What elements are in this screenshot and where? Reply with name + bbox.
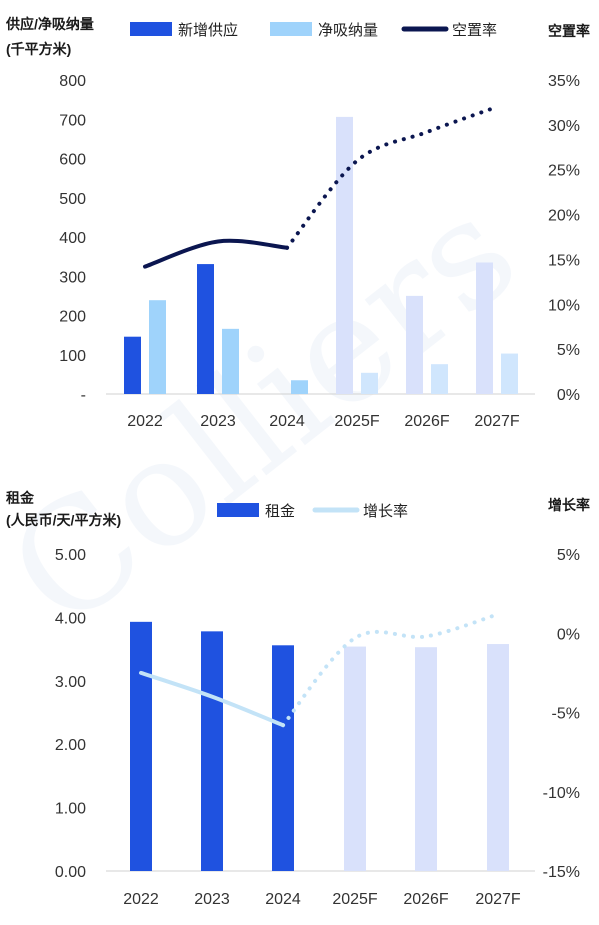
right-tick-label: -10% bbox=[543, 785, 580, 802]
x-tick-label: 2026F bbox=[404, 413, 450, 430]
bar-secondary bbox=[501, 353, 518, 394]
left-tick-label: 100 bbox=[59, 348, 86, 365]
bar-primary bbox=[336, 116, 353, 395]
x-tick-label: 2027F bbox=[475, 891, 521, 908]
series-line-forecast bbox=[285, 104, 499, 250]
right-tick-label: 15% bbox=[548, 252, 580, 269]
left-tick-label: - bbox=[81, 387, 86, 404]
series-line-actual bbox=[143, 238, 289, 269]
x-tick-label: 2024 bbox=[269, 413, 305, 430]
right-tick-label: 35% bbox=[548, 73, 580, 90]
bar-primary bbox=[130, 621, 152, 871]
legend-label: 租金 bbox=[265, 503, 295, 520]
left-tick-label: 300 bbox=[59, 269, 86, 286]
legend-swatch bbox=[130, 22, 172, 36]
left-tick-label: 600 bbox=[59, 152, 86, 169]
left-tick-label: 800 bbox=[59, 73, 86, 90]
bar-secondary bbox=[222, 328, 239, 394]
right-tick-label: 0% bbox=[557, 626, 580, 643]
bar-primary bbox=[476, 262, 493, 394]
right-tick-label: 5% bbox=[557, 547, 580, 564]
legend-swatch bbox=[270, 22, 312, 36]
bar-primary bbox=[487, 644, 509, 871]
right-axis-title: 增长率 bbox=[548, 497, 590, 513]
bar-primary bbox=[415, 647, 437, 871]
right-tick-label: 30% bbox=[548, 118, 580, 135]
bar-primary bbox=[201, 631, 223, 871]
x-tick-label: 2027F bbox=[474, 413, 520, 430]
left-tick-label: 200 bbox=[59, 309, 86, 326]
left-tick-label: 0.00 bbox=[55, 864, 86, 881]
bar-primary bbox=[197, 264, 214, 394]
left-tick-label: 500 bbox=[59, 191, 86, 208]
bar-secondary bbox=[149, 300, 166, 394]
left-axis-unit: (千平方米) bbox=[6, 41, 71, 57]
bar-primary bbox=[406, 295, 423, 394]
legend-label: 净吸纳量 bbox=[318, 22, 378, 39]
x-tick-label: 2025F bbox=[332, 891, 378, 908]
right-tick-label: 0% bbox=[557, 387, 580, 404]
x-tick-label: 2025F bbox=[334, 413, 380, 430]
bar-secondary bbox=[431, 364, 448, 394]
left-tick-label: 1.00 bbox=[55, 801, 86, 818]
right-tick-label: 25% bbox=[548, 163, 580, 180]
bar-primary bbox=[124, 336, 141, 394]
series-line-actual bbox=[139, 670, 285, 728]
x-tick-label: 2024 bbox=[265, 891, 301, 908]
bar-primary bbox=[344, 646, 366, 871]
x-tick-label: 2022 bbox=[123, 891, 159, 908]
left-axis-unit: (人民币/天/平方米) bbox=[6, 512, 121, 528]
legend-label: 空置率 bbox=[452, 22, 497, 39]
legend-swatch bbox=[217, 503, 259, 517]
right-tick-label: 5% bbox=[557, 342, 580, 359]
left-tick-label: 5.00 bbox=[55, 547, 86, 564]
left-tick-label: 2.00 bbox=[55, 737, 86, 754]
x-tick-label: 2026F bbox=[403, 891, 449, 908]
left-axis-title: 供应/净吸纳量 bbox=[5, 16, 94, 32]
x-tick-label: 2023 bbox=[194, 891, 230, 908]
x-tick-label: 2023 bbox=[200, 413, 236, 430]
bar-secondary bbox=[291, 380, 308, 394]
left-axis-title: 租金 bbox=[6, 490, 35, 506]
left-tick-label: 400 bbox=[59, 230, 86, 247]
legend-label: 新增供应 bbox=[178, 21, 238, 39]
series-line-forecast bbox=[281, 612, 500, 728]
right-axis-title: 空置率 bbox=[548, 23, 590, 39]
right-tick-label: -5% bbox=[552, 706, 580, 723]
legend-label: 增长率 bbox=[363, 503, 408, 520]
x-tick-label: 2022 bbox=[127, 413, 163, 430]
left-tick-label: 700 bbox=[59, 112, 86, 129]
right-tick-label: 20% bbox=[548, 208, 580, 225]
bar-secondary bbox=[361, 372, 378, 394]
left-tick-label: 4.00 bbox=[55, 610, 86, 627]
bar-primary bbox=[272, 645, 294, 871]
right-tick-label: 10% bbox=[548, 297, 580, 314]
right-tick-label: -15% bbox=[543, 864, 580, 881]
left-tick-label: 3.00 bbox=[55, 674, 86, 691]
